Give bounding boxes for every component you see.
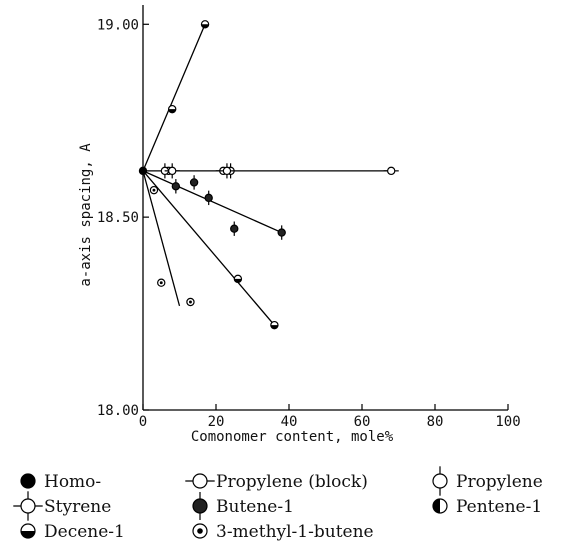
data-points [138,20,399,330]
trend-line [142,170,282,234]
trend-lines [142,24,392,326]
marker-body [204,193,213,203]
marker-body [230,224,239,233]
data-point [270,320,279,330]
marker-body [20,473,36,489]
y-tick-label: 18.00 [97,403,139,419]
data-point [204,190,213,206]
legend-label: Pentene-1 [456,497,542,517]
marker-fill [201,24,209,28]
legend-marker-icon [432,498,448,514]
legend-label: 3-methyl-1-butene [216,522,374,542]
data-point [167,104,177,114]
legend-marker-icon [20,473,36,489]
marker-body [138,166,148,176]
legend-marker-icon [185,473,215,489]
x-tick-label: 100 [495,414,520,430]
marker-body [277,228,286,237]
marker-fill [21,531,35,538]
legend-label: Propylene [456,472,543,492]
legend-marker-icon [192,523,208,539]
marker-body [189,178,199,187]
data-point [219,163,235,179]
data-point [171,179,181,194]
legend-entry: Butene-1 [192,492,294,520]
data-point [233,274,243,284]
y-tick-label: 19.00 [97,17,139,33]
data-point [277,225,286,240]
legend-entry: Propylene [432,466,543,496]
marker-fill [433,499,440,513]
x-tick-label: 80 [427,414,444,430]
marker-center [159,281,163,285]
legend-label: Homo- [44,472,101,492]
legend-entry: 3-methyl-1-butene [192,522,374,542]
marker-body [171,182,181,191]
marker-body [432,473,448,489]
data-point [157,278,166,287]
legend-marker-icon [13,491,43,521]
x-tick-label: 20 [208,414,225,430]
marker-fill [270,325,278,329]
data-point [230,221,239,236]
data-point [164,163,180,179]
data-point [383,166,399,176]
marker-body [387,166,396,176]
legend-marker-icon [192,492,208,520]
legend-entry: Pentene-1 [432,497,542,517]
trend-line [142,24,206,172]
data-point [138,166,148,176]
marker-body [167,166,177,176]
legend-entry: Styrene [13,491,111,521]
data-point [186,297,195,307]
y-axis-label: a-axis spacing, A [78,143,94,287]
trend-line [142,170,275,326]
data-point [149,185,159,195]
x-axis-label: Comonomer content, mole% [191,429,394,445]
legend-marker-icon [432,466,448,496]
legend-marker-icon [20,523,36,539]
x-tick-label: 0 [139,414,147,430]
trend-line [142,170,181,307]
marker-fill [168,109,176,113]
legend-entry: Decene-1 [20,522,125,542]
x-tick-label: 60 [354,414,371,430]
marker-center [189,300,192,304]
legend-label: Propylene (block) [216,472,368,492]
marker-center [152,188,156,192]
marker-center [197,528,203,534]
marker-body [222,166,232,176]
marker-body [20,498,36,514]
legend-entry: Propylene (block) [185,472,368,492]
x-tick-label: 40 [281,414,298,430]
legend-label: Decene-1 [44,522,125,542]
legend-entry: Homo- [20,472,101,492]
data-point [200,20,210,29]
data-point [189,175,199,190]
legend-label: Styrene [44,497,111,517]
legend: Homo- Propylene (block) Propylene Styrene Bu… [13,466,543,542]
y-ticks: 18.00 18.50 19.00 [97,17,149,419]
marker-body [192,498,208,514]
y-tick-label: 18.50 [97,210,139,226]
plot-area: 0 20 40 60 80 100 18.00 18.50 19.00 [97,5,521,430]
marker-body [192,473,208,489]
x-ticks: 0 20 40 60 80 100 [139,404,521,430]
marker-fill [234,278,242,283]
legend-label: Butene-1 [216,497,294,517]
